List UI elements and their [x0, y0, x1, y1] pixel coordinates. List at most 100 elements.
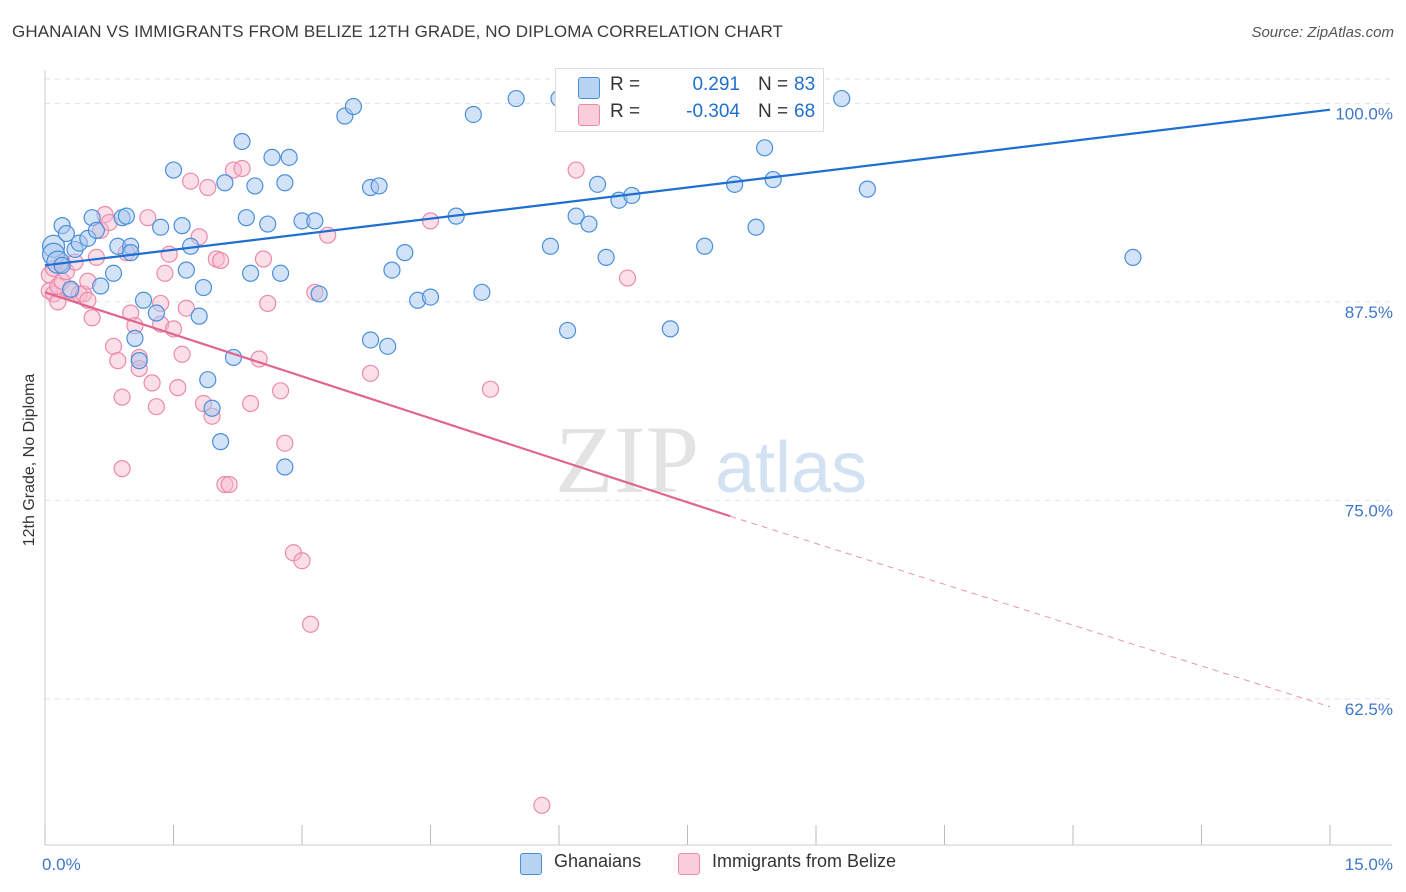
- trend-lines: [44, 108, 1331, 708]
- legend-n-label: N =: [758, 101, 789, 122]
- trend-line-belize-extrapolated: [730, 515, 1331, 708]
- legend-n-label: N =: [758, 74, 789, 95]
- data-point-ghanaians: [233, 132, 251, 151]
- chart-source: Source: ZipAtlas.com: [1251, 24, 1394, 41]
- data-point-belize: [271, 382, 290, 400]
- data-point-ghanaians: [53, 256, 71, 274]
- data-point-belize: [109, 352, 127, 370]
- data-point-ghanaians: [62, 280, 80, 298]
- data-point-belize: [113, 460, 131, 478]
- data-point-belize: [199, 178, 217, 197]
- legend-r-value: 0.291: [692, 74, 740, 95]
- data-point-ghanaians: [580, 215, 598, 233]
- data-point-ghanaians: [1124, 248, 1142, 266]
- data-point-ghanaians: [126, 329, 144, 347]
- data-point-ghanaians: [104, 264, 123, 282]
- data-point-ghanaians: [597, 248, 615, 266]
- data-point-ghanaians: [464, 105, 482, 124]
- x-tick-label-max: 15.0%: [1345, 855, 1393, 874]
- data-point-belize: [259, 294, 277, 313]
- data-point-ghanaians: [858, 180, 877, 198]
- data-point-belize: [113, 388, 131, 406]
- data-point-belize: [293, 552, 311, 570]
- trend-line-ghanaians: [44, 108, 1331, 267]
- data-point-ghanaians: [122, 244, 140, 262]
- data-point-ghanaians: [130, 352, 148, 370]
- data-point-ghanaians: [177, 261, 195, 279]
- data-point-belize: [421, 212, 440, 230]
- data-point-ghanaians: [242, 264, 260, 282]
- data-point-ghanaians: [152, 218, 170, 236]
- data-point-belize: [224, 161, 243, 179]
- data-point-ghanaians: [147, 304, 165, 322]
- y-tick-label: 100.0%: [1335, 104, 1393, 123]
- data-point-ghanaians: [541, 237, 560, 255]
- data-point-ghanaians: [57, 224, 76, 243]
- data-point-ghanaians: [396, 244, 414, 262]
- legend-swatch-blue: [520, 853, 542, 875]
- data-point-belize: [212, 251, 230, 270]
- legend-n-value: 68: [794, 101, 816, 122]
- data-point-ghanaians: [117, 207, 135, 225]
- data-point-belize: [361, 364, 380, 382]
- data-point-ghanaians: [194, 278, 213, 297]
- data-point-ghanaians: [271, 264, 290, 282]
- data-point-belize: [169, 379, 187, 397]
- legend-swatch-blue: [578, 77, 600, 99]
- data-point-ghanaians: [473, 283, 491, 301]
- data-point-ghanaians: [558, 321, 577, 340]
- data-point-belize: [481, 380, 500, 398]
- data-point-ghanaians: [134, 291, 153, 309]
- data-point-ghanaians: [507, 89, 525, 108]
- data-point-belize: [173, 345, 191, 363]
- data-point-ghanaians: [173, 217, 191, 235]
- correlation-legend: R = 0.291 N = 83 R = -0.304 N = 68: [555, 68, 824, 132]
- y-tick-label: 75.0%: [1345, 501, 1393, 520]
- data-point-ghanaians: [661, 320, 679, 338]
- data-point-belize: [618, 269, 637, 287]
- data-point-ghanaians: [370, 177, 388, 195]
- data-point-belize: [276, 434, 294, 452]
- data-point-ghanaians: [361, 331, 380, 349]
- data-point-ghanaians: [383, 261, 401, 279]
- chart-title: GHANAIAN VS IMMIGRANTS FROM BELIZE 12TH …: [12, 22, 784, 41]
- data-point-belize: [220, 475, 238, 494]
- data-point-belize: [254, 250, 273, 268]
- x-tick-label-min: 0.0%: [42, 855, 81, 874]
- legend-r-label: R =: [610, 74, 641, 95]
- tick-labels: 62.5% 75.0% 87.5% 100.0% 0.0% 15.0%: [42, 104, 1393, 874]
- data-point-ghanaians: [306, 212, 324, 230]
- data-point-belize: [216, 475, 234, 494]
- data-point-ghanaians: [259, 215, 277, 233]
- data-point-belize: [233, 159, 251, 178]
- data-point-belize: [104, 337, 123, 355]
- data-point-ghanaians: [212, 433, 230, 451]
- data-point-ghanaians: [276, 458, 294, 476]
- data-point-ghanaians: [280, 148, 298, 166]
- data-point-ghanaians: [203, 399, 221, 417]
- legend-r-label: R =: [610, 101, 641, 122]
- data-point-ghanaians: [567, 207, 585, 225]
- data-point-belize: [147, 398, 165, 416]
- data-point-ghanaians: [379, 337, 397, 355]
- data-point-ghanaians: [216, 174, 234, 192]
- data-point-belize: [139, 209, 157, 227]
- data-point-ghanaians: [237, 209, 255, 227]
- data-point-belize: [182, 172, 200, 190]
- watermark-zip: ZIP: [555, 406, 699, 513]
- data-point-ghanaians: [310, 285, 328, 303]
- data-point-ghanaians: [246, 177, 264, 195]
- legend-label: Ghanaians: [554, 851, 642, 871]
- legend-label: Immigrants from Belize: [712, 851, 897, 871]
- data-point-belize: [44, 285, 63, 303]
- data-point-ghanaians: [276, 174, 294, 192]
- data-point-belize: [177, 299, 195, 317]
- legend-swatch-pink: [578, 104, 600, 126]
- data-point-ghanaians: [87, 221, 106, 239]
- legend-n-value: 83: [794, 74, 816, 95]
- data-point-belize: [567, 161, 585, 179]
- data-point-ghanaians: [190, 307, 208, 325]
- axes: [44, 70, 1392, 846]
- data-point-belize: [83, 309, 101, 327]
